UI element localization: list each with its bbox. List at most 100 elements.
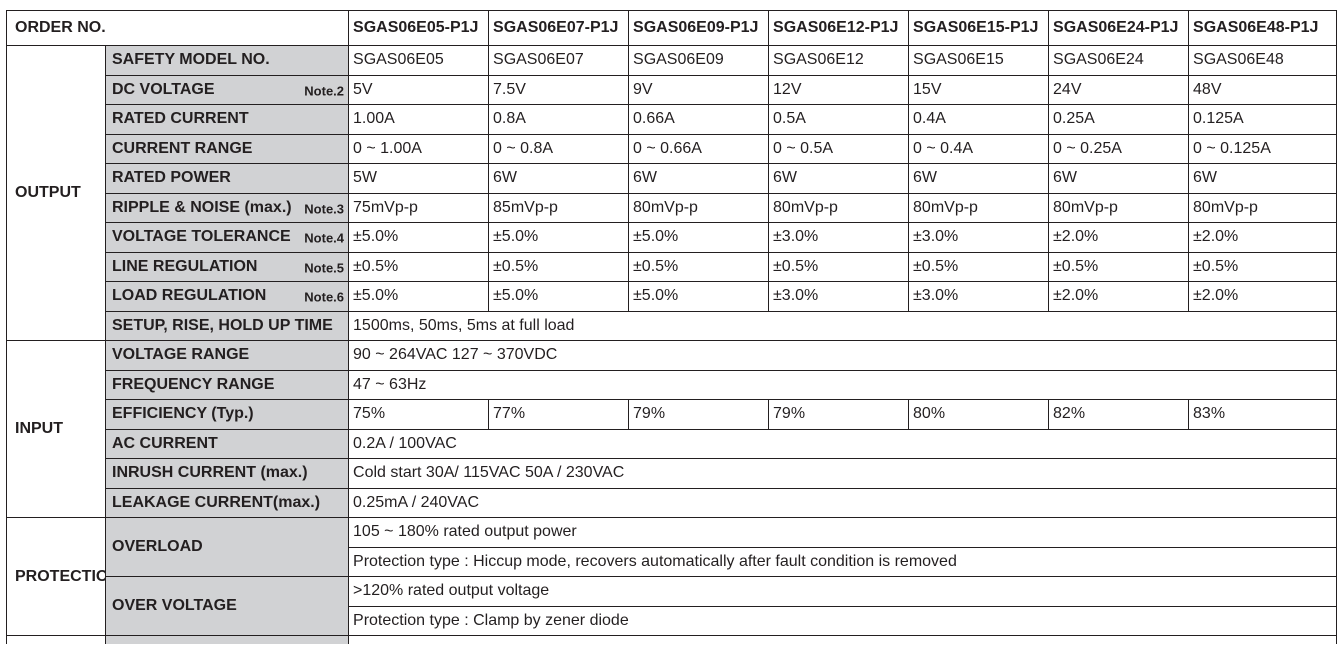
table-cell: 0.5A bbox=[768, 104, 910, 135]
table-cell: 75% bbox=[348, 399, 490, 430]
note-ref: Note.4 bbox=[304, 230, 345, 246]
table-row: EFFICIENCY (Typ.) 75% 77% 79% 79% 80% 82… bbox=[7, 399, 1338, 430]
model-header: SGAS06E15-P1J bbox=[908, 10, 1050, 46]
param-label: LEAKAGE CURRENT(max.) bbox=[104, 487, 350, 518]
param-label: AC CURRENT bbox=[104, 428, 350, 459]
note-ref: Note.6 bbox=[304, 289, 345, 305]
table-cell: ±0.5% bbox=[768, 251, 910, 282]
param-label: RATED CURRENT bbox=[104, 104, 350, 135]
table-row: LINE REGULATION Note.5 ±0.5% ±0.5% ±0.5% … bbox=[7, 251, 1338, 282]
table-cell: 0.4A bbox=[908, 104, 1050, 135]
table-cell: Cold start 30A/ 115VAC 50A / 230VAC bbox=[348, 458, 1338, 489]
table-cell: 6W bbox=[488, 163, 630, 194]
table-cell bbox=[6, 635, 106, 644]
model-header: SGAS06E05-P1J bbox=[348, 10, 490, 46]
param-label: SAFETY MODEL NO. bbox=[104, 45, 350, 76]
param-label: EFFICIENCY (Typ.) bbox=[104, 399, 350, 430]
section-input: INPUT bbox=[6, 340, 106, 518]
table-cell: 5V bbox=[348, 74, 490, 105]
table-cell: 6W bbox=[768, 163, 910, 194]
table-cell: ±0.5% bbox=[1048, 251, 1190, 282]
table-row: RATED CURRENT 1.00A 0.8A 0.66A 0.5A 0.4A… bbox=[7, 104, 1338, 135]
table-cell: ±2.0% bbox=[1048, 281, 1190, 312]
table-cell: ±0.5% bbox=[628, 251, 770, 282]
table-cell: 80% bbox=[908, 399, 1050, 430]
table-cell: 0 ~ 0.5A bbox=[768, 133, 910, 164]
table-row: DC VOLTAGE Note.2 5V 7.5V 9V 12V 15V 24V … bbox=[7, 74, 1338, 105]
table-cell: 15V bbox=[908, 74, 1050, 105]
table-cell: 12V bbox=[768, 74, 910, 105]
param-label: OVER VOLTAGE bbox=[104, 576, 350, 636]
note-ref: Note.5 bbox=[304, 260, 345, 275]
table-row: LEAKAGE CURRENT(max.) 0.25mA / 240VAC bbox=[7, 487, 1338, 518]
table-row: OUTPUT SAFETY MODEL NO. SGAS06E05 SGAS06… bbox=[6, 45, 1338, 341]
table-row: Protection type : Hiccup mode, recovers … bbox=[7, 546, 1338, 577]
table-cell: 0.8A bbox=[488, 104, 630, 135]
table-row: OVER VOLTAGE >120% rated output voltage bbox=[7, 576, 1338, 636]
table-cell: 80mVp-p bbox=[1188, 192, 1338, 223]
table-cell: SGAS06E05 bbox=[348, 45, 490, 76]
param-label: RIPPLE & NOISE (max.) Note.3 bbox=[104, 192, 350, 223]
table-cell: 0 ~ 0.4A bbox=[908, 133, 1050, 164]
param-label bbox=[104, 635, 350, 644]
param-label: VOLTAGE RANGE bbox=[104, 340, 350, 371]
table-row: SETUP, RISE, HOLD UP TIME 1500ms, 50ms, … bbox=[7, 310, 1338, 341]
table-cell: 79% bbox=[628, 399, 770, 430]
table-cell: 6W bbox=[628, 163, 770, 194]
table-cell: 83% bbox=[1188, 399, 1338, 430]
table-cell: SGAS06E48 bbox=[1188, 45, 1338, 76]
order-no-label: ORDER NO. bbox=[5, 10, 350, 46]
table-cell: SGAS06E09 bbox=[628, 45, 770, 76]
table-cell: Protection type : Hiccup mode, recovers … bbox=[348, 546, 1338, 577]
table-cell: ±0.5% bbox=[1188, 251, 1338, 282]
model-header: SGAS06E12-P1J bbox=[768, 10, 910, 46]
table-cell: 79% bbox=[768, 399, 910, 430]
specification-sheet: ORDER NO. SGAS06E05-P1J SGAS06E07-P1J SG… bbox=[5, 10, 1338, 644]
table-cell: 77% bbox=[488, 399, 630, 430]
table-cell: 80mVp-p bbox=[768, 192, 910, 223]
table-cell: ±0.5% bbox=[348, 251, 490, 282]
table-cell: SGAS06E12 bbox=[768, 45, 910, 76]
table-cell: ±5.0% bbox=[488, 281, 630, 312]
table-cell: >120% rated output voltage bbox=[348, 576, 1338, 607]
table-cell: 6W bbox=[908, 163, 1050, 194]
table-cell: ±0.5% bbox=[488, 251, 630, 282]
table-cell: 0.66A bbox=[628, 104, 770, 135]
table-cell: 80mVp-p bbox=[628, 192, 770, 223]
param-label: VOLTAGE TOLERANCE Note.4 bbox=[104, 222, 350, 253]
table-cell: 48V bbox=[1188, 74, 1338, 105]
table-cell: ±5.0% bbox=[488, 222, 630, 253]
table-cell: 80mVp-p bbox=[908, 192, 1050, 223]
header-row: ORDER NO. SGAS06E05-P1J SGAS06E07-P1J SG… bbox=[5, 10, 1338, 46]
model-header: SGAS06E24-P1J bbox=[1048, 10, 1190, 46]
table-cell: 0 ~ 0.8A bbox=[488, 133, 630, 164]
table-cell: 24V bbox=[1048, 74, 1190, 105]
table-cell: 0 ~ 0.25A bbox=[1048, 133, 1190, 164]
param-label: FREQUENCY RANGE bbox=[104, 369, 350, 400]
model-header: SGAS06E48-P1J bbox=[1188, 10, 1338, 46]
param-label: DC VOLTAGE Note.2 bbox=[104, 74, 350, 105]
note-ref: Note.3 bbox=[304, 201, 345, 216]
table-cell: 105 ~ 180% rated output power bbox=[348, 517, 1338, 548]
table-cell: 9V bbox=[628, 74, 770, 105]
table-row: AC CURRENT 0.2A / 100VAC bbox=[7, 428, 1338, 459]
section-protection: PROTECTION bbox=[6, 517, 106, 636]
table-row: FREQUENCY RANGE 47 ~ 63Hz bbox=[7, 369, 1338, 400]
model-header: SGAS06E09-P1J bbox=[628, 10, 770, 46]
table-cell: ±5.0% bbox=[628, 281, 770, 312]
param-label: INRUSH CURRENT (max.) bbox=[104, 458, 350, 489]
table-cell: 82% bbox=[1048, 399, 1190, 430]
section-output: OUTPUT bbox=[6, 45, 106, 341]
param-label: RATED POWER bbox=[104, 163, 350, 194]
table-cell: 1.00A bbox=[348, 104, 490, 135]
table-cell: 0 ~ 1.00A bbox=[348, 133, 490, 164]
table-cell: ±0.5% bbox=[908, 251, 1050, 282]
table-cell: ±5.0% bbox=[628, 222, 770, 253]
table-cell: 0 ~ 0.66A bbox=[628, 133, 770, 164]
table-row bbox=[6, 635, 1338, 644]
table-row: INRUSH CURRENT (max.) Cold start 30A/ 11… bbox=[7, 458, 1338, 489]
param-label: OVERLOAD bbox=[104, 517, 350, 577]
table-cell: ±5.0% bbox=[348, 222, 490, 253]
note-ref: Note.2 bbox=[304, 83, 345, 98]
table-cell bbox=[348, 635, 1338, 644]
